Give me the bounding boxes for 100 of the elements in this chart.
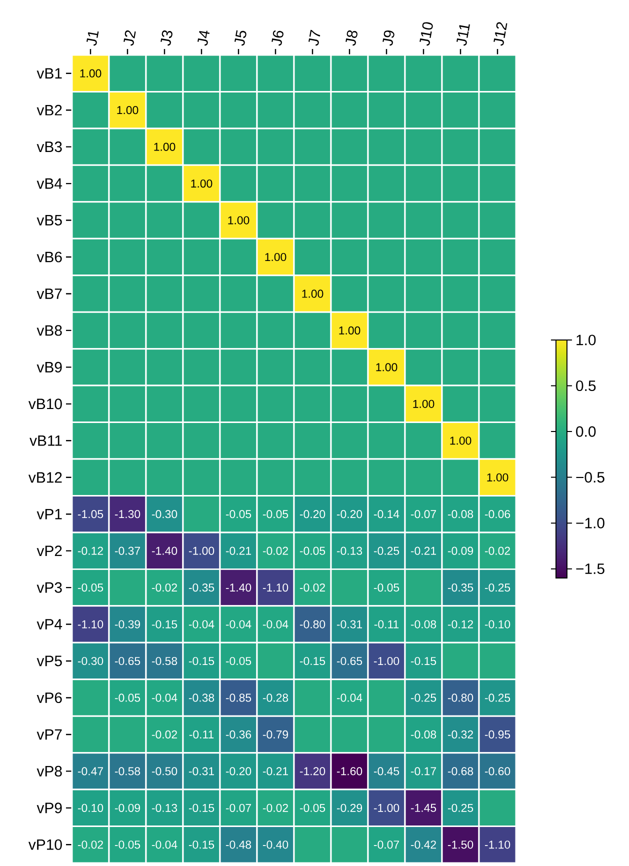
data-label: -0.05 [226, 510, 252, 518]
data-label: -0.05 [226, 656, 252, 666]
y-tick-label: vP7 [36, 729, 62, 740]
data-label: -0.04 [226, 620, 252, 628]
data-label: 1.00 [154, 142, 176, 151]
data-label: -0.25 [484, 694, 510, 702]
x-tick-label: J5 [234, 30, 246, 46]
data-label: -0.05 [114, 694, 140, 702]
color-bar-label: −1.0 [576, 518, 604, 528]
data-label: -0.28 [262, 694, 288, 702]
y-tick-label: vB11 [30, 436, 62, 446]
data-label: -0.05 [300, 546, 326, 555]
data-label: -0.30 [152, 510, 178, 518]
x-tick-label: J3 [160, 30, 172, 46]
data-label: -0.68 [448, 767, 474, 776]
data-label: -0.08 [410, 620, 436, 628]
data-label: -0.07 [410, 510, 436, 518]
data-label: 1.00 [339, 326, 360, 335]
y-tick-label: vP1 [36, 508, 62, 520]
data-label: -0.06 [484, 510, 510, 518]
data-label: -0.58 [114, 767, 140, 776]
data-label: -0.35 [188, 583, 214, 592]
data-label: -0.21 [410, 546, 436, 555]
data-label: -1.00 [374, 804, 400, 812]
data-label: 1.00 [117, 106, 138, 114]
data-label: -0.05 [78, 583, 104, 592]
x-tick-label: J11 [456, 24, 470, 46]
data-label: -0.47 [78, 767, 103, 776]
data-label: -0.13 [152, 804, 178, 812]
data-label: -0.02 [262, 546, 288, 555]
data-label: -0.60 [484, 767, 510, 776]
color-bar-label: 0.5 [576, 380, 596, 392]
data-label: -0.65 [336, 656, 362, 666]
y-tick-label: vB10 [28, 398, 62, 410]
data-label: -0.39 [114, 620, 140, 628]
data-label: -0.25 [484, 583, 510, 592]
data-label: 1.00 [450, 436, 472, 445]
data-label: -0.11 [189, 730, 214, 739]
data-label: -0.05 [262, 510, 288, 518]
y-tick-label: vP3 [36, 582, 62, 593]
data-label: -0.05 [114, 840, 140, 849]
data-label: -0.25 [374, 546, 400, 555]
data-label: -0.58 [152, 656, 178, 666]
data-label: -1.45 [410, 804, 436, 812]
data-label: -0.07 [226, 804, 251, 812]
data-label: -1.00 [188, 546, 214, 555]
y-tick-label: vP9 [36, 802, 62, 814]
data-label: -0.42 [410, 840, 436, 849]
color-bar-label: 1.0 [576, 334, 596, 346]
data-label: -0.07 [374, 840, 399, 849]
data-label: 1.00 [80, 69, 102, 78]
data-label: -0.15 [188, 840, 214, 849]
data-label: -0.02 [262, 804, 288, 812]
data-label: -0.15 [188, 804, 214, 812]
data-label: -0.11 [374, 620, 399, 628]
data-label: 1.00 [413, 400, 434, 408]
data-label: -0.04 [336, 694, 362, 702]
data-label: -0.13 [336, 546, 362, 555]
data-label: -0.09 [114, 804, 140, 812]
data-label: -0.04 [152, 840, 178, 849]
y-tick-label: vP2 [36, 546, 62, 556]
color-bar-label: 0.0 [576, 426, 596, 437]
x-tick-label: J4 [197, 30, 210, 46]
y-tick-label: vB12 [28, 472, 62, 483]
data-label: -0.15 [188, 656, 214, 666]
x-tick-label: J6 [272, 30, 284, 46]
data-label: -1.50 [448, 840, 474, 849]
data-label: -0.02 [484, 546, 510, 555]
data-label: -0.10 [78, 804, 104, 812]
y-tick-label: vP4 [36, 619, 62, 630]
data-label: -0.95 [484, 730, 510, 739]
data-label: -0.14 [374, 510, 400, 518]
y-tick-label: vP6 [36, 692, 62, 704]
y-tick-label: vB1 [36, 68, 62, 79]
data-label: -0.36 [226, 730, 252, 739]
y-tick-label: vB6 [36, 252, 62, 262]
data-label: -0.40 [262, 840, 288, 849]
data-label: -0.50 [152, 767, 178, 776]
data-label: -0.20 [300, 510, 326, 518]
data-label: -0.05 [300, 804, 326, 812]
data-label: -0.35 [448, 583, 474, 592]
data-label: -1.00 [374, 656, 400, 666]
data-label: -0.15 [300, 656, 326, 666]
data-label: -1.05 [78, 510, 104, 518]
data-label: -0.38 [188, 694, 214, 702]
data-label: -0.25 [448, 804, 474, 812]
data-label: -1.10 [262, 583, 288, 592]
data-label: -0.12 [448, 620, 473, 628]
data-label: -1.10 [78, 620, 104, 628]
data-label: 1.00 [302, 290, 324, 298]
data-label: -0.30 [78, 656, 104, 666]
y-tick-label: vB8 [36, 325, 62, 336]
data-label: -0.79 [262, 730, 288, 739]
data-label: -0.85 [226, 694, 252, 702]
data-label: -0.48 [226, 840, 252, 849]
y-tick-label: vB3 [36, 142, 62, 152]
data-label: -0.04 [152, 694, 178, 702]
y-tick-label: vB7 [36, 288, 62, 299]
data-label: -1.60 [336, 767, 362, 776]
x-tick-label: J12 [494, 22, 508, 46]
